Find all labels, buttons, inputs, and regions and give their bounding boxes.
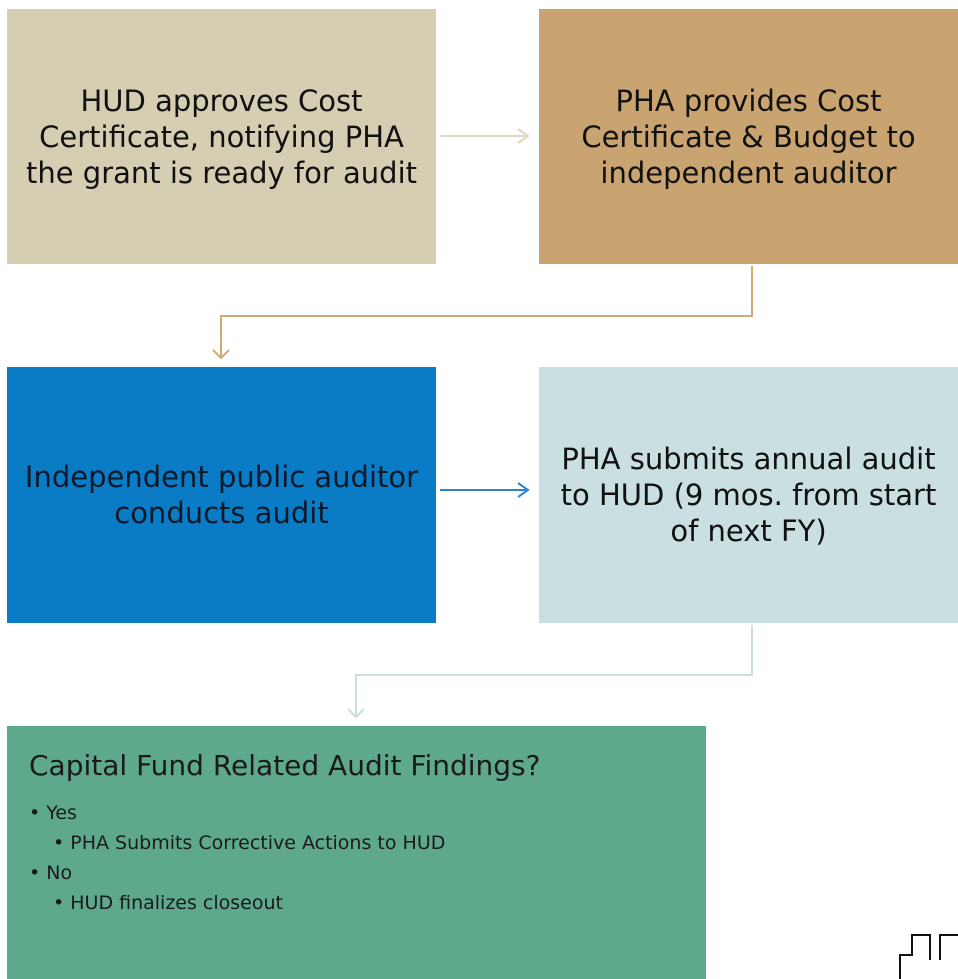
decision: Capital Fund Related Audit Findings? Yes…: [7, 726, 706, 979]
page: HUD approves Cost Certificate, notifying…: [0, 0, 958, 979]
arrow: [440, 129, 528, 143]
sub-list: PHA Submits Corrective Actions to HUD: [29, 828, 684, 858]
step: Independent public auditor conducts audi…: [7, 367, 436, 623]
list-item: Yes: [29, 798, 684, 828]
step: HUD approves Cost Certificate, notifying…: [7, 9, 436, 264]
step: PHA submits annual audit to HUD (9 mos. …: [539, 367, 958, 623]
sub-item: HUD finalizes closeout: [53, 888, 684, 918]
sub-item: PHA Submits Corrective Actions to HUD: [53, 828, 684, 858]
step-label: Independent public auditor conducts audi…: [21, 459, 422, 531]
step-label: HUD approves Cost Certificate, notifying…: [21, 83, 422, 191]
sub-list: HUD finalizes closeout: [29, 888, 684, 918]
step-label: PHA submits annual audit to HUD (9 mos. …: [553, 441, 944, 549]
step: PHA provides Cost Certificate & Budget t…: [539, 9, 958, 264]
icon: [900, 935, 958, 979]
decision-label: Capital Fund Related Audit Findings?: [29, 748, 684, 784]
list-item: No: [29, 858, 684, 888]
arrow: [213, 266, 752, 358]
arrow: [348, 625, 752, 717]
arrow: [440, 483, 528, 497]
list: YesPHA Submits Corrective Actions to HUD…: [29, 798, 684, 918]
step-label: PHA provides Cost Certificate & Budget t…: [553, 83, 944, 191]
